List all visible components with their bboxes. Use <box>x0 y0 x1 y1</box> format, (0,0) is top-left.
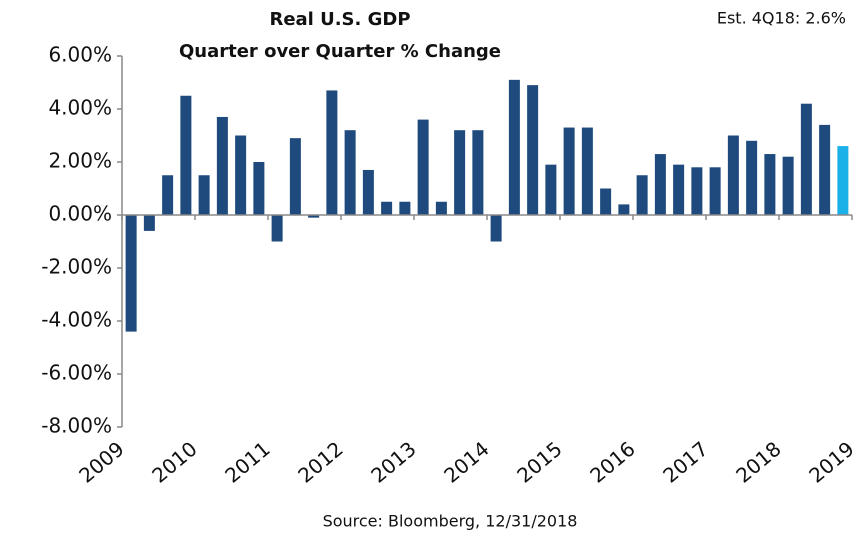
bar <box>782 156 794 215</box>
bar <box>600 188 612 215</box>
bar <box>764 154 776 215</box>
bar <box>837 146 849 215</box>
y-tick-label: 6.00% <box>48 43 112 67</box>
x-tick-label: 2018 <box>731 437 785 488</box>
bar <box>800 103 812 215</box>
x-tick-label: 2019 <box>804 437 858 488</box>
bar <box>490 215 502 242</box>
bar <box>508 79 520 215</box>
bar <box>527 85 539 216</box>
bar <box>162 175 174 215</box>
y-tick-label: -6.00% <box>41 361 112 385</box>
bar <box>180 95 192 215</box>
x-tick-label: 2013 <box>366 437 420 488</box>
x-tick-label: 2017 <box>658 437 712 488</box>
bar <box>636 175 648 215</box>
bar <box>308 215 320 218</box>
bar <box>253 162 265 215</box>
y-tick-label: 2.00% <box>48 149 112 173</box>
bar <box>143 215 155 231</box>
bar <box>344 130 356 215</box>
chart-subtitle: Quarter over Quarter % Change <box>179 41 501 62</box>
x-tick-label: 2009 <box>74 437 128 488</box>
y-tick-label: -2.00% <box>41 255 112 279</box>
bar <box>362 169 374 215</box>
x-tick-label: 2016 <box>585 437 639 488</box>
bar <box>581 127 593 215</box>
y-tick-label: 4.00% <box>48 96 112 120</box>
x-tick-label: 2012 <box>293 437 347 488</box>
bar <box>417 119 429 215</box>
bar <box>618 204 630 215</box>
bar <box>746 140 758 215</box>
x-tick-label: 2015 <box>512 437 566 488</box>
bar <box>198 175 210 215</box>
x-tick-label: 2014 <box>439 437 493 488</box>
bar <box>381 201 393 215</box>
y-tick-label: 0.00% <box>48 202 112 226</box>
bar <box>654 154 666 215</box>
bar <box>289 138 301 215</box>
bar <box>326 90 338 215</box>
bar <box>454 130 466 215</box>
annotation: Est. 4Q18: 2.6% <box>717 9 846 28</box>
x-tick-label: 2010 <box>147 437 201 488</box>
bar <box>819 124 831 215</box>
bar <box>235 135 247 215</box>
bar <box>399 201 411 215</box>
y-tick-label: -4.00% <box>41 308 112 332</box>
bar <box>545 164 557 215</box>
bar <box>271 215 283 242</box>
bar <box>727 135 739 215</box>
bar <box>673 164 685 215</box>
y-tick-label: -8.00% <box>41 414 112 438</box>
bar <box>435 201 447 215</box>
source: Source: Bloomberg, 12/31/2018 <box>323 512 578 531</box>
bar <box>216 116 228 215</box>
bar <box>472 130 484 215</box>
bar <box>125 215 137 332</box>
bar <box>691 167 703 215</box>
x-tick-label: 2011 <box>220 437 274 488</box>
bar <box>709 167 721 215</box>
bar <box>563 127 575 215</box>
chart-title: Real U.S. GDP <box>269 9 410 30</box>
